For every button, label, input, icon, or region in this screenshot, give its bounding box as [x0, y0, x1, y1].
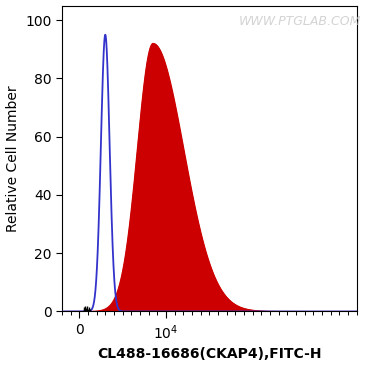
X-axis label: CL488-16686(CKAP4),FITC-H: CL488-16686(CKAP4),FITC-H [97, 348, 322, 361]
Text: WWW.PTGLAB.COM: WWW.PTGLAB.COM [239, 15, 361, 28]
Y-axis label: Relative Cell Number: Relative Cell Number [6, 85, 20, 232]
